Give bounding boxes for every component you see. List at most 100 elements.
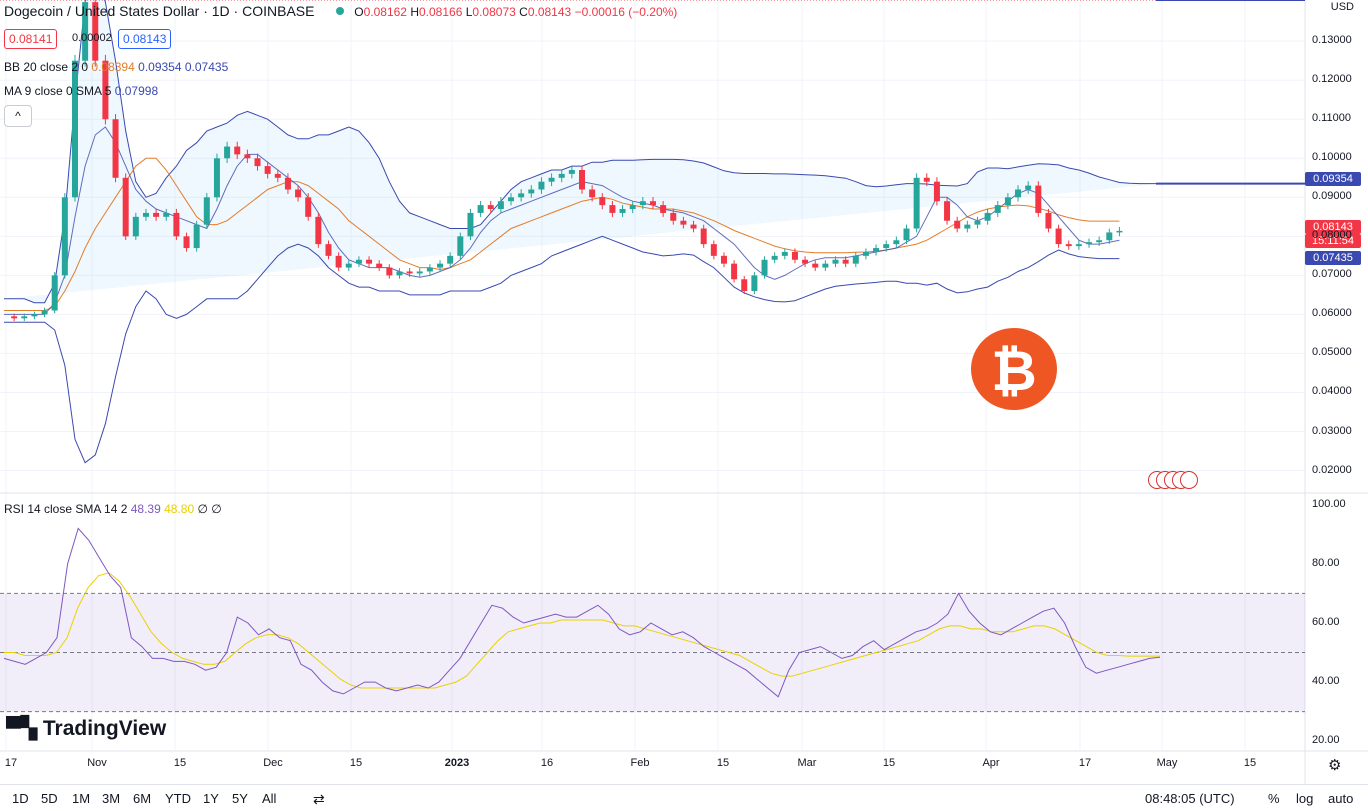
time-tick-label: 17 [4,757,18,769]
candle-body [295,189,302,198]
price-tick-label: 0.05000 [1312,346,1352,359]
candle-body [132,216,139,237]
spread-value: 0.00002 [72,32,112,44]
candle-body [700,228,707,245]
candle-body [1015,189,1022,198]
candle-body [873,248,880,252]
collapse-legend-button[interactable]: ^ [4,105,32,127]
bid-price-box[interactable]: 0.08141 [4,29,58,49]
range-5d[interactable]: 5D [41,791,58,806]
rsi-ma-value: 48.80 [164,502,195,516]
price-tick-label: 0.06000 [1312,307,1352,320]
candle-body [284,177,291,190]
price-tick-label: 0.03000 [1312,424,1352,437]
candle-body [538,181,545,190]
bb-legend[interactable]: BB 20 close 2 0 0.08394 0.09354 0.07435 [4,60,228,74]
price-tick-label: 0.10000 [1312,151,1352,164]
economic-events-icon[interactable] [1148,471,1198,489]
percent-toggle[interactable]: % [1268,791,1280,806]
candle-body [376,263,383,268]
range-all[interactable]: All [262,791,277,806]
candle-body [325,244,332,256]
candle-body [802,259,809,264]
rsi-tick-label: 60.00 [1312,615,1340,628]
candle-body [619,209,626,213]
candle-body [153,212,160,217]
candle-body [1096,240,1103,243]
candle-body [964,224,971,229]
ohlc-readout: O0.08162 H0.08166 L0.08073 C0.08143 −0.0… [354,5,677,19]
log-toggle[interactable]: log [1296,791,1314,806]
candle-body [244,154,251,159]
ma-legend[interactable]: MA 9 close 0 SMA 5 0.07998 [4,84,158,98]
date-range-icon[interactable]: ⇄ [313,791,325,807]
candle-body [741,279,748,291]
candle-body [477,205,484,213]
candle-body [102,60,109,120]
time-tick-label: 16 [540,757,554,769]
candle-body [1086,242,1093,245]
candle-body [720,255,727,264]
candle-body [1075,244,1082,247]
candle-body [589,189,596,198]
candle-body [690,224,697,229]
candle-body [579,169,585,190]
candle-body [92,2,99,61]
symbol-title[interactable]: Dogecoin / United States Dollar · 1D · C… [4,3,315,19]
candle-body [731,263,738,280]
candle-body [660,205,667,213]
candle-body [234,146,241,155]
candle-body [599,197,606,206]
candle-body [1045,212,1052,229]
price-tick-label: 0.02000 [1312,463,1352,476]
candle-body [203,197,210,225]
candle-body [396,271,403,276]
candle-body [497,201,504,210]
candle-body [274,173,281,178]
currency-selector[interactable]: USD [1330,1,1354,13]
open-value: 0.08162 [363,5,407,19]
candle-body [467,212,474,237]
range-1d[interactable]: 1D [12,791,29,806]
candle-body [426,267,433,272]
candle-body [1004,197,1011,206]
tradingview-logo[interactable]: ▀▚ TradingView [6,716,166,741]
range-5y[interactable]: 5Y [232,791,248,806]
settings-gear-icon[interactable]: ⚙ [1328,757,1342,774]
range-ytd[interactable]: YTD [165,791,191,806]
bottom-toolbar: 1D 5D 1M 3M 6M YTD 1Y 5Y All ⇄ 08:48:05 … [0,784,1368,811]
time-tick-label: May [1156,757,1178,769]
bitcoin-logo-icon [971,328,1057,410]
range-6m[interactable]: 6M [133,791,152,806]
time-tick-label: 17 [1078,757,1092,769]
candle-body [61,197,68,276]
time-tick-label: Mar [797,757,817,769]
tv-logo-icon: ▀▚ [6,717,43,740]
candle-body [1035,185,1042,213]
ask-price-box[interactable]: 0.08143 [118,29,172,49]
candle-body [51,275,58,311]
candle-body [508,197,515,202]
rsi-legend[interactable]: RSI 14 close SMA 14 2 48.39 48.80 ∅ ∅ [4,502,222,516]
bb-lower-line [4,235,1120,464]
candle-body [366,259,373,264]
candle-body [680,220,687,225]
time-tick-label: Apr [982,757,1000,769]
range-1m[interactable]: 1M [72,791,91,806]
rsi-value: 48.39 [130,502,161,516]
candle-body [883,244,890,249]
clock-time[interactable]: 08:48:05 (UTC) [1145,791,1235,806]
bb-upper-value: 0.09354 [138,60,182,74]
candle-body [437,263,444,268]
auto-toggle[interactable]: auto [1328,791,1354,806]
candle-body [933,181,940,202]
candle-body [1106,232,1113,241]
range-1y[interactable]: 1Y [203,791,219,806]
candle-body [1116,230,1123,233]
candle-body [791,251,798,260]
candle-body [1055,228,1062,245]
candle-body [822,263,829,268]
range-3m[interactable]: 3M [102,791,121,806]
candle-body [1025,185,1032,190]
